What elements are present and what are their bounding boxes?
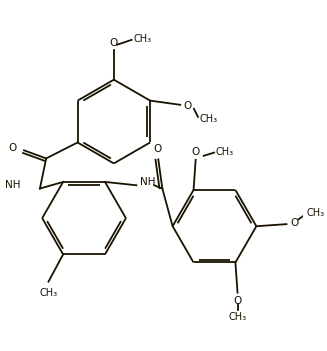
Text: NH: NH: [5, 180, 21, 190]
Text: CH₃: CH₃: [40, 288, 58, 298]
Text: CH₃: CH₃: [199, 114, 218, 124]
Text: CH₃: CH₃: [229, 312, 247, 322]
Text: O: O: [9, 143, 17, 153]
Text: CH₃: CH₃: [133, 34, 151, 44]
Text: O: O: [109, 38, 117, 48]
Text: O: O: [153, 144, 162, 154]
Text: O: O: [183, 101, 192, 111]
Text: O: O: [290, 218, 299, 229]
Text: O: O: [192, 147, 200, 157]
Text: CH₃: CH₃: [307, 208, 325, 218]
Text: O: O: [233, 296, 242, 306]
Text: NH: NH: [140, 177, 155, 187]
Text: CH₃: CH₃: [216, 147, 234, 157]
